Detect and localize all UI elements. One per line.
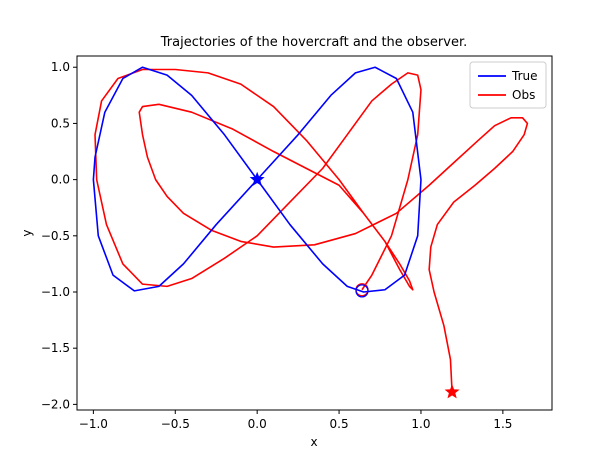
x-tick-label: 0.5 xyxy=(330,417,349,431)
axes-frame xyxy=(76,55,553,411)
legend-label: Obs xyxy=(512,88,535,102)
marker-circle-true xyxy=(355,284,369,298)
legend-label: True xyxy=(511,69,538,83)
x-axis-label: x xyxy=(310,435,317,449)
y-tick-label: −1.5 xyxy=(41,341,70,355)
y-tick-label: 1.0 xyxy=(51,60,70,74)
x-tick-label: 1.0 xyxy=(411,417,430,431)
x-tick-label: −1.0 xyxy=(79,417,108,431)
y-tick-label: 0.5 xyxy=(51,116,70,130)
y-tick-label: −0.5 xyxy=(41,229,70,243)
y-axis-label: y xyxy=(20,229,34,236)
axis-ticks: −1.0 −0.5 0.0 0.5 1.0 1.5 −2.0 −1.5 −1.0 −0.5 0.0 0… xyxy=(41,60,513,431)
legend-box xyxy=(469,61,547,109)
plot-area xyxy=(92,66,529,399)
y-tick-label: −1.0 xyxy=(41,285,70,299)
series-line-obs xyxy=(94,68,529,393)
x-tick-label: −0.5 xyxy=(161,417,190,431)
x-tick-label: 1.5 xyxy=(493,417,512,431)
y-tick-label: 0.0 xyxy=(51,173,70,187)
marker-star-obs xyxy=(444,384,460,399)
legend: True Obs xyxy=(469,61,547,109)
marker-star-true xyxy=(249,171,265,186)
chart-title: Trajectories of the hovercraft and the o… xyxy=(160,35,467,50)
y-tick-label: −2.0 xyxy=(41,397,70,411)
x-tick-label: 0.0 xyxy=(248,417,267,431)
